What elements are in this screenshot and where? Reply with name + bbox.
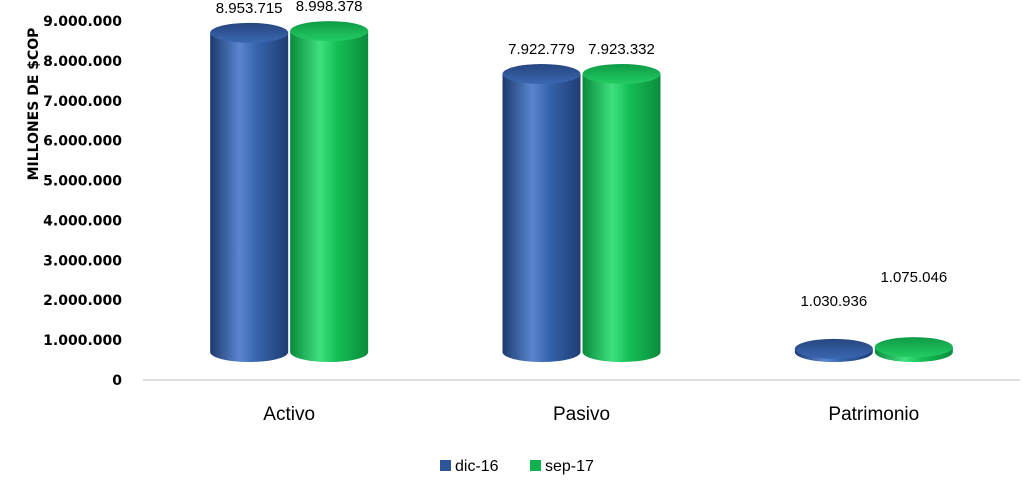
bar-top (290, 21, 369, 42)
category-label: Patrimonio (828, 404, 919, 425)
data-label: 8.998.378 (296, 0, 363, 15)
bar-dic-16-pasivo (502, 63, 581, 362)
bar-body (502, 73, 581, 362)
bar-body (582, 73, 661, 363)
y-axis-title: MILLONES DE $COP (26, 28, 42, 181)
legend-item-dic-16: dic-16 (440, 458, 499, 475)
bar-sep-17-patrimonio (874, 337, 953, 362)
bars (210, 21, 953, 363)
bar-top (582, 63, 661, 84)
x-axis: Activo Pasivo Patrimonio (263, 404, 919, 425)
bar-sep-17-pasivo (582, 63, 661, 363)
data-label: 8.953.715 (216, 0, 283, 17)
y-tick-label: 4.000.000 (43, 213, 122, 229)
bar-top (794, 338, 873, 359)
legend: dic-16 sep-17 (440, 458, 594, 475)
legend-swatch (440, 460, 451, 471)
data-label: 7.922.779 (508, 41, 575, 58)
y-tick-label: 3.000.000 (43, 253, 122, 269)
bar-body (290, 31, 369, 363)
y-tick-label: 0 (112, 373, 122, 389)
legend-label: sep-17 (545, 458, 594, 475)
data-label: 7.923.332 (588, 41, 655, 58)
bar-top (210, 22, 289, 43)
legend-swatch (530, 460, 541, 471)
bar-sep-17-activo (290, 21, 369, 363)
legend-label: dic-16 (455, 458, 499, 475)
legend-item-sep-17: sep-17 (530, 458, 594, 475)
category-label: Pasivo (553, 404, 610, 425)
y-axis: 0 1.000.000 2.000.000 3.000.000 4.000.000 5.0… (43, 14, 122, 389)
y-tick-label: 9.000.000 (43, 14, 122, 30)
data-label: 1.030.936 (800, 293, 867, 310)
y-tick-label: 6.000.000 (43, 134, 122, 150)
bar-dic-16-patrimonio (794, 338, 873, 362)
category-label: Activo (263, 404, 315, 425)
bar-body (210, 32, 289, 362)
y-tick-label: 7.000.000 (43, 94, 122, 110)
data-labels: 8.953.715 8.998.378 7.922.779 7.923.332 1.03… (216, 0, 947, 310)
y-tick-label: 2.000.000 (43, 293, 122, 309)
y-tick-label: 1.000.000 (43, 333, 122, 349)
bar-top (502, 63, 581, 84)
bar-dic-16-activo (210, 22, 289, 362)
data-label: 1.075.046 (880, 269, 947, 286)
y-tick-label: 5.000.000 (43, 174, 122, 190)
bar-top (874, 337, 953, 358)
y-tick-label: 8.000.000 (43, 54, 122, 70)
